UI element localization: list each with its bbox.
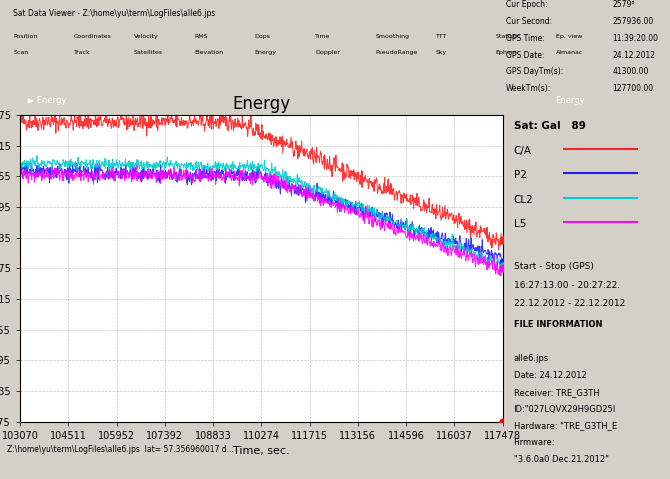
Text: FILE INFORMATION: FILE INFORMATION	[514, 320, 602, 330]
Text: Cur Second:: Cur Second:	[506, 17, 552, 26]
Text: 16:27:13.00 - 20:27:22.: 16:27:13.00 - 20:27:22.	[514, 281, 620, 289]
Text: 22.12.2012 - 22.12.2012: 22.12.2012 - 22.12.2012	[514, 299, 625, 308]
Title: Energy: Energy	[232, 95, 290, 114]
Text: Time: Time	[315, 34, 330, 39]
Text: Scan: Scan	[13, 50, 29, 55]
Text: CL2: CL2	[514, 194, 533, 205]
Text: Z:\home\yu\term\LogFiles\alle6.jps  lat= 57.356960017 d...: Z:\home\yu\term\LogFiles\alle6.jps lat= …	[7, 445, 233, 455]
Text: 2579⁶: 2579⁶	[612, 0, 635, 9]
Text: Satellites: Satellites	[134, 50, 163, 55]
Text: Cur Epoch:: Cur Epoch:	[506, 0, 547, 9]
Text: Ep. view: Ep. view	[556, 34, 582, 39]
X-axis label: Time, sec.: Time, sec.	[233, 446, 289, 456]
Text: GPS Time:: GPS Time:	[506, 34, 545, 43]
Text: Firmware:: Firmware:	[514, 438, 555, 447]
Text: Elevation: Elevation	[194, 50, 224, 55]
Text: Track: Track	[74, 50, 90, 55]
Text: ID:"027LQVX29H9GD25I: ID:"027LQVX29H9GD25I	[514, 405, 616, 414]
Text: Energy: Energy	[555, 96, 585, 105]
Text: 41300.00: 41300.00	[612, 68, 649, 77]
Text: Velocity: Velocity	[134, 34, 159, 39]
Text: Energy: Energy	[255, 50, 277, 55]
Text: alle6.jps: alle6.jps	[514, 354, 549, 363]
Text: ▶ Energy: ▶ Energy	[25, 96, 66, 105]
Text: Receiver: TRE_G3TH: Receiver: TRE_G3TH	[514, 388, 599, 397]
Text: Almanac: Almanac	[556, 50, 584, 55]
Text: C/A: C/A	[514, 146, 531, 156]
Text: Sky: Sky	[436, 50, 447, 55]
Text: "3.6.0a0 Dec.21.2012": "3.6.0a0 Dec.21.2012"	[514, 455, 608, 464]
Text: WeekTm(s):: WeekTm(s):	[506, 84, 551, 93]
Text: RMS: RMS	[194, 34, 208, 39]
Text: Position: Position	[13, 34, 38, 39]
Text: Statistic: Statistic	[496, 34, 521, 39]
Text: Dops: Dops	[255, 34, 271, 39]
Text: 127700.00: 127700.00	[612, 84, 654, 93]
Text: P2: P2	[514, 170, 527, 180]
Text: 24.12.2012: 24.12.2012	[612, 51, 655, 59]
Text: Hardware: "TRE_G3TH_E: Hardware: "TRE_G3TH_E	[514, 422, 616, 431]
Text: Start - Stop (GPS): Start - Stop (GPS)	[514, 262, 594, 271]
Text: 257936.00: 257936.00	[612, 17, 654, 26]
Text: TTT: TTT	[436, 34, 447, 39]
Text: Smoothing: Smoothing	[375, 34, 409, 39]
Text: PseudoRange: PseudoRange	[375, 50, 417, 55]
Text: 11:39:20.00: 11:39:20.00	[612, 34, 659, 43]
Text: Date: 24.12.2012: Date: 24.12.2012	[514, 371, 586, 380]
Text: GPS Date:: GPS Date:	[506, 51, 544, 59]
Text: Coordinates: Coordinates	[74, 34, 112, 39]
Text: L5: L5	[514, 219, 526, 229]
Text: Ephem: Ephem	[496, 50, 518, 55]
Text: Doppler: Doppler	[315, 50, 340, 55]
Text: Sat: Gal   89: Sat: Gal 89	[514, 121, 586, 131]
Text: Sat Data Viewer - Z:\home\yu\term\LogFiles\alle6.jps: Sat Data Viewer - Z:\home\yu\term\LogFil…	[13, 10, 216, 18]
Text: GPS DayTm(s):: GPS DayTm(s):	[506, 68, 563, 77]
